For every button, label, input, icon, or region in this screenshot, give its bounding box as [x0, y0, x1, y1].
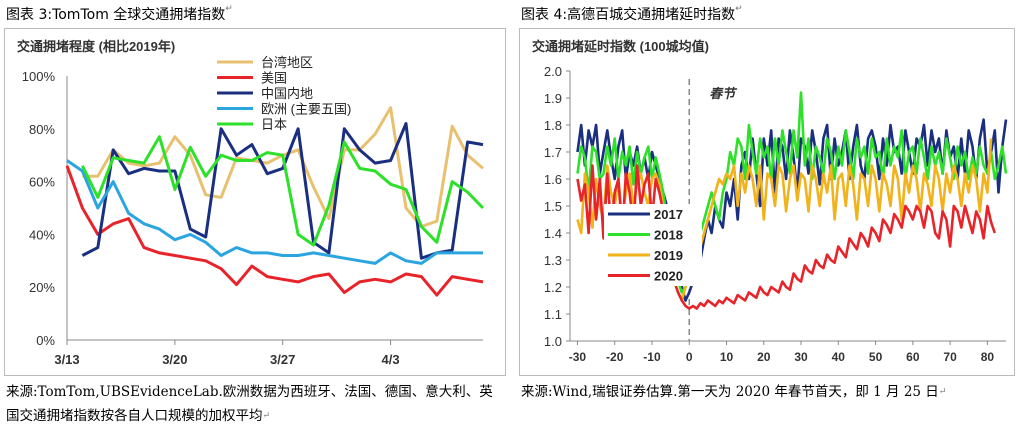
x-tick-label: -10: [643, 350, 661, 364]
x-tick-label: 4/3: [382, 352, 400, 367]
legend-label: 2017: [654, 207, 683, 222]
x-tick-label: 80: [981, 350, 995, 364]
legend-label: 台湾地区: [261, 55, 313, 70]
return-mark: ↵: [735, 4, 743, 14]
legend-label: 2018: [654, 228, 683, 243]
series-line: [81, 135, 485, 247]
y-tick-label: 100%: [22, 69, 56, 84]
congestion-chart-svg: 交通拥堵程度 (相比2019年) 0% 20% 40% 60% 80% 100% 3/13 3/…: [17, 39, 485, 367]
delay-index-chart-svg: 交通拥堵延时指数 (100城均值) 1.0 1.1 1.2 1.3 1.4 1.5 1.6 1.…: [532, 39, 1008, 364]
y-tick-label: 1.5: [544, 199, 562, 214]
y-tick-label: 1.7: [544, 145, 562, 160]
x-tick-label: 50: [869, 350, 883, 364]
figure-4-source-text: 来源:Wind,瑞银证券估算.第一天为 2020 年春节首天，即 1 月 25 …: [521, 384, 939, 400]
figure-3-source: 来源:TomTom,UBSEvidenceLab.欧洲数据为西班牙、法国、德国、…: [6, 380, 501, 428]
figure-4-source: 来源:Wind,瑞银证券估算.第一天为 2020 年春节首天，即 1 月 25 …: [521, 380, 1011, 404]
return-mark: ↵: [262, 411, 271, 421]
y-tick-label: 60%: [29, 175, 55, 190]
series-line: [576, 138, 993, 302]
y-tick-label: 1.8: [544, 118, 562, 133]
x-tick-label: 10: [720, 350, 734, 364]
y-tick-label: 2.0: [544, 64, 562, 79]
y-tick-label: 1.1: [544, 307, 562, 322]
chart-title: 交通拥堵程度 (相比2019年): [17, 39, 175, 54]
x-tick-label: 3/20: [162, 352, 187, 367]
x-tick-label: 60: [906, 350, 920, 364]
figure-3-panel: 图表 3:TomTom 全球交通拥堵指数 ↵ 交通拥堵程度 (相比2019年) 0%…: [0, 0, 508, 446]
annotation-label: 春节: [709, 86, 737, 101]
figure-3-title: 图表 3:TomTom 全球交通拥堵指数 ↵: [6, 4, 233, 24]
x-tick-label: 0: [686, 350, 693, 364]
x-tick-label: 70: [943, 350, 957, 364]
figure-3-source-text: 来源:TomTom,UBSEvidenceLab.欧洲数据为西班牙、法国、德国、…: [6, 384, 493, 424]
legend-label: 2019: [654, 248, 683, 263]
series-line: [576, 164, 997, 310]
y-tick-label: 20%: [29, 280, 55, 295]
y-tick-label: 0%: [36, 333, 55, 348]
legend-box: [604, 204, 702, 286]
figure-4-title: 图表 4:高德百城交通拥堵延时指数 ↵: [521, 4, 743, 24]
series-line: [66, 159, 483, 265]
return-mark: ↵: [225, 4, 233, 14]
figure-3-chart: 交通拥堵程度 (相比2019年) 0% 20% 40% 60% 80% 100% 3/13 3/…: [4, 28, 506, 376]
x-tick-label: -30: [569, 350, 587, 364]
y-tick-label: 1.3: [544, 253, 562, 268]
y-tick-label: 80%: [29, 122, 55, 137]
y-tick-label: 40%: [29, 227, 55, 242]
return-mark: ↵: [938, 387, 947, 397]
y-tick-label: 1.0: [544, 334, 562, 349]
x-tick-label: 40: [832, 350, 846, 364]
figure-4-panel: 图表 4:高德百城交通拥堵延时指数 ↵ 交通拥堵延时指数 (100城均值) 1.0 1…: [511, 0, 1017, 446]
x-tick-label: 3/13: [54, 352, 79, 367]
x-tick-label: 30: [794, 350, 808, 364]
series-line: [576, 91, 1008, 294]
legend-label: 美国: [261, 71, 287, 86]
y-tick-label: 1.2: [544, 280, 562, 295]
figure-4-title-text: 图表 4:高德百城交通拥堵延时指数: [521, 7, 736, 23]
x-tick-label: 20: [757, 350, 771, 364]
chart-title: 交通拥堵延时指数 (100城均值): [532, 39, 709, 54]
figure-4-chart: 交通拥堵延时指数 (100城均值) 1.0 1.1 1.2 1.3 1.4 1.5 1.6 1.…: [519, 28, 1015, 376]
legend-label: 中国内地: [261, 86, 313, 101]
legend-label: 日本: [261, 117, 287, 132]
legend-label: 2020: [654, 269, 683, 284]
legend-label: 欧洲 (主要五国): [261, 102, 351, 117]
y-tick-label: 1.6: [544, 172, 562, 187]
figure-3-title-text: 图表 3:TomTom 全球交通拥堵指数: [6, 7, 226, 23]
y-tick-label: 1.4: [544, 226, 562, 241]
x-tick-label: 3/27: [270, 352, 295, 367]
x-tick-label: -20: [606, 350, 624, 364]
series-line: [81, 122, 484, 260]
series-line: [65, 165, 484, 297]
y-tick-label: 1.9: [544, 91, 562, 106]
